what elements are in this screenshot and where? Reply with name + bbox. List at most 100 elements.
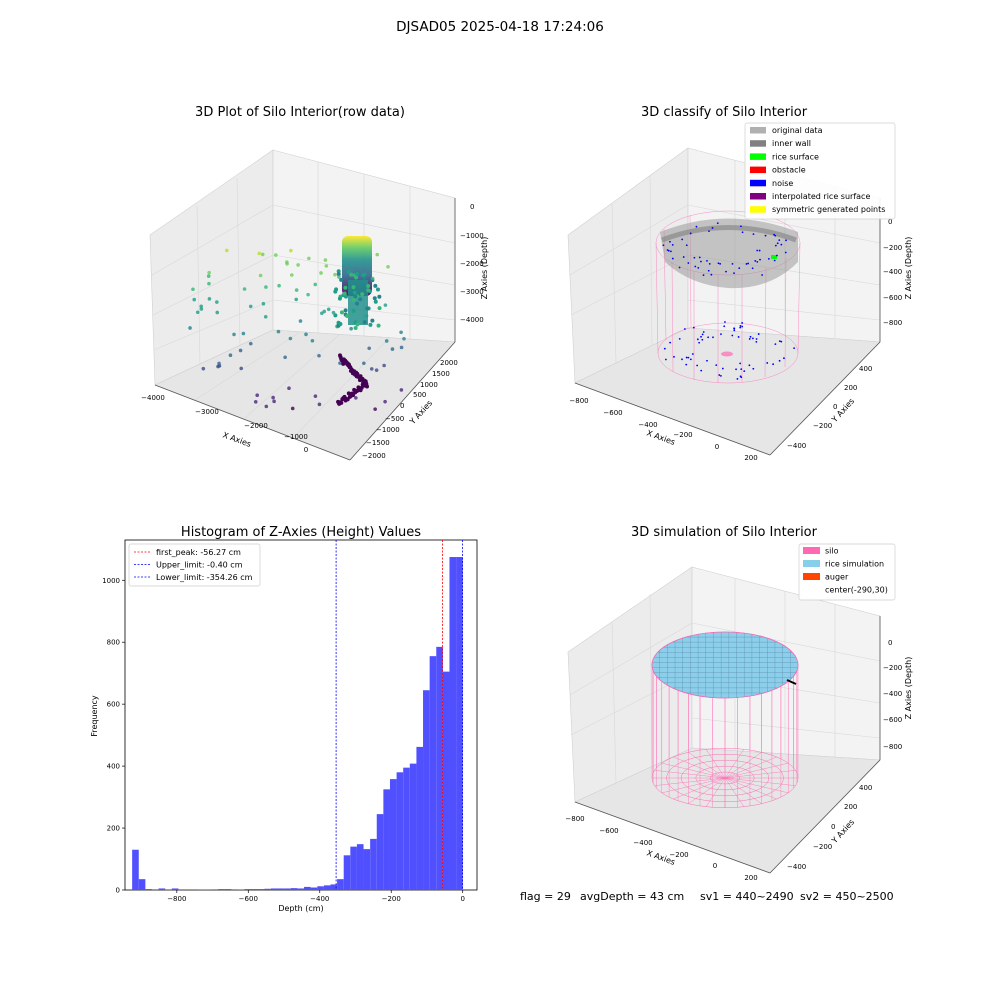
classify-y-ticks: −400 −200 0 200 400 [787,365,872,450]
raw-ytick: 0 [400,402,404,410]
classify-noise-point [761,274,764,276]
classify-noise-point [776,254,778,257]
classify-noise-point [685,244,688,247]
classify-noise-point [678,337,681,340]
raw-x-ticks: −4000 −3000 −2000 −1000 0 [141,394,308,454]
classify-ztick: 0 [888,218,892,226]
classify-legend-label: interpolated rice surface [772,192,870,201]
raw-scatter-point [349,326,353,331]
raw-scatter-point [375,287,380,292]
raw-scatter-point [364,314,369,318]
classify-noise-point [712,336,714,339]
classify-noise-point [663,347,666,350]
classify-zlabel: Z Axies (Depth) [904,237,913,300]
raw-scatter-point [258,273,263,278]
raw-scatter-point [241,331,246,336]
raw-scatter-point [383,303,388,307]
raw-scatter-point [296,263,300,267]
raw-scatter-point [339,310,344,315]
raw-scatter-point [340,397,345,402]
raw-xtick: −1000 [284,433,308,441]
raw-scatter-point [362,320,367,325]
histogram-bar [257,889,265,890]
raw-scatter-point [272,399,276,404]
classify-noise-point [743,370,746,373]
footer-sv2: sv2 = 450~2500 [800,890,894,903]
histogram-bar [218,889,225,890]
histogram-xtick-label: −400 [310,895,329,903]
simulation-silo-bottom-spoke [673,756,726,779]
classify-noise-point [689,358,692,361]
histogram-title: Histogram of Z-Axies (Height) Values [181,525,421,540]
classify-noise-point [737,336,740,338]
raw-scatter-point [253,400,258,404]
classify-noise-point [733,327,735,330]
classify-legend-swatch [750,206,766,213]
raw-ytick: −1000 [376,426,400,434]
raw-scatter-point [353,294,358,299]
histogram-bar [145,889,152,890]
simulation-x-axis-line [574,801,771,874]
simulation-silo-bottom-spoke [688,752,726,779]
classify-noise-point [751,267,754,270]
raw-scatter-point [390,347,395,351]
raw-scatter-point [288,336,293,341]
classify-noise-point [774,234,777,237]
raw-scatter-point [307,256,311,261]
classify-noise-point [759,258,761,261]
histogram-bar [191,889,199,890]
raw-scatter-point [377,294,382,299]
simulation-ztick: −400 [883,690,902,698]
raw-scatter-point [206,274,211,278]
raw-scatter-point [201,366,206,371]
simulation-silo-bottom-spoke [724,756,777,779]
raw-ytick: 1500 [432,370,450,378]
classify-legend-swatch [750,153,766,160]
histogram-y-ticks: 0 200 400 600 800 1000 [102,577,125,895]
classify-noise-point [669,341,672,344]
histogram-bar [423,690,430,890]
classify-noise-point [687,262,690,264]
histogram-bar [310,887,318,890]
histogram-legend-label: Lower_limit: -354.26 cm [156,573,253,582]
simulation-xtick: −200 [669,851,688,859]
raw-z-ticks: 0 −1000 −2000 −3000 −4000 [460,203,484,324]
raw-scatter-point [355,322,360,327]
classify-noise-point [691,353,694,355]
classify-noise-point [715,364,718,367]
raw-scatter-point [357,287,362,292]
raw-scatter-point [290,406,295,411]
histogram-bar [244,889,252,890]
classify-noise-point [711,227,714,229]
raw-x-axis-line [154,384,351,461]
classify-noise-point [692,326,695,329]
classify-noise-point [733,272,735,275]
classify-ztick: −200 [883,244,902,252]
raw-scatter-point [242,287,247,291]
footer-avg-depth: avgDepth = 43 cm [580,890,684,903]
classify-legend-label: symmetric generated points [772,205,885,214]
histogram-bar [449,557,457,890]
simulation-silo-bottom-spoke [654,777,726,786]
simulation-y-axis-line [769,759,881,874]
histogram-bar [363,849,371,890]
histogram-bar [277,888,285,890]
raw-scatter-point [358,297,363,302]
classify-noise-point [717,262,720,265]
histogram-ylabel: Frequency [90,695,99,737]
histogram-bar [211,889,219,890]
raw-scatter-point [374,368,379,372]
classify-legend: original data inner wall rice surface obsta… [744,122,896,220]
classify-noise-point [708,230,710,232]
classify-noise-point [720,374,722,377]
classify-noise-point [773,233,775,236]
simulation-xtick: 0 [713,862,717,870]
histogram-xtick-label: −200 [382,895,401,903]
raw-scatter-point [274,253,278,257]
classify-noise-point [682,256,685,258]
raw-scatter-point [294,297,299,302]
raw-y-axis-line [349,341,456,461]
simulation-silo-bottom-spoke [688,777,726,804]
histogram-bar [416,746,424,890]
raw-scatter-point [368,322,373,327]
